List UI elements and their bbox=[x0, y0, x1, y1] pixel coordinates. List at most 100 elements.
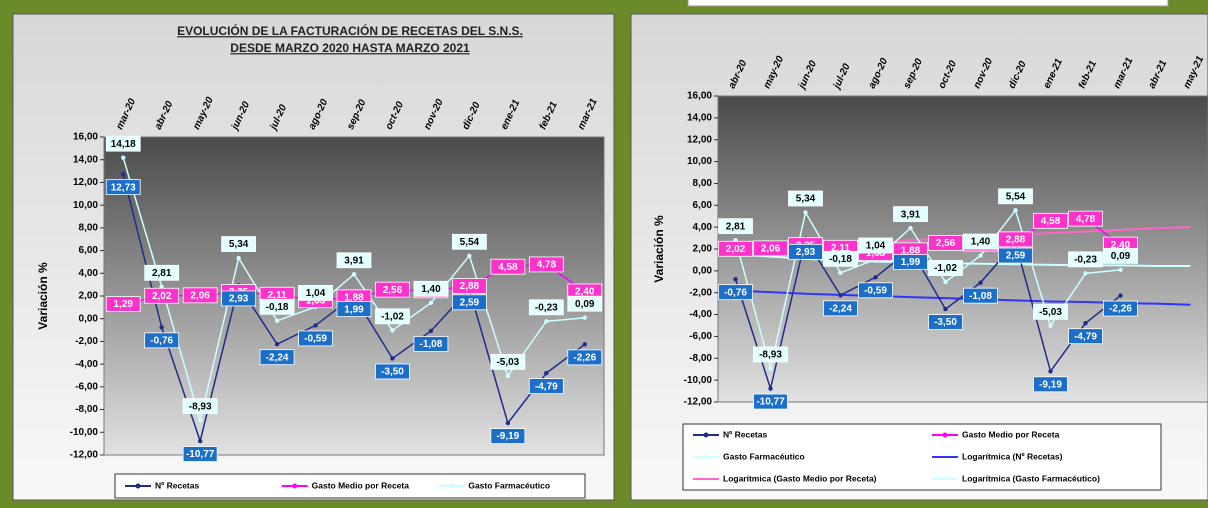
y-tick-label: 6,00 bbox=[79, 245, 99, 256]
data-label: 4,78 bbox=[537, 260, 557, 271]
data-label: 2,11 bbox=[831, 243, 850, 254]
label-box bbox=[1068, 328, 1103, 345]
data-label: -5,03 bbox=[496, 357, 519, 368]
label-box bbox=[567, 295, 603, 312]
data-point bbox=[428, 300, 434, 306]
data-point bbox=[1118, 293, 1123, 298]
data-label: -0,23 bbox=[1074, 255, 1097, 266]
data-point bbox=[1048, 323, 1053, 329]
label-box bbox=[753, 393, 788, 410]
data-point bbox=[803, 210, 808, 215]
data-label: 2,11 bbox=[268, 290, 287, 301]
data-label: 0,09 bbox=[1111, 251, 1131, 262]
data-label: -3,50 bbox=[934, 317, 957, 328]
label-box bbox=[788, 190, 823, 207]
label-box bbox=[298, 285, 333, 301]
data-point bbox=[197, 438, 203, 444]
data-label: 2,88 bbox=[460, 281, 480, 292]
label-box bbox=[893, 254, 928, 271]
data-label: -9,19 bbox=[1039, 379, 1062, 390]
legend-marker bbox=[135, 483, 141, 489]
data-point bbox=[197, 417, 203, 423]
y-tick-label: 16,00 bbox=[73, 132, 98, 143]
data-point bbox=[505, 373, 511, 379]
data-label: -0,18 bbox=[829, 254, 852, 265]
data-label: -0,76 bbox=[150, 335, 173, 346]
y-tick-label: 14,00 bbox=[73, 154, 98, 165]
legend-label: Logarítmica (Nº Recetas) bbox=[962, 451, 1063, 461]
data-label: 1,99 bbox=[901, 257, 921, 268]
data-label: -1,02 bbox=[381, 311, 404, 322]
data-label: 2,59 bbox=[460, 297, 480, 308]
label-box bbox=[105, 296, 141, 312]
label-box bbox=[858, 237, 893, 254]
data-label: 1,88 bbox=[344, 293, 364, 304]
data-label: -8,93 bbox=[759, 350, 782, 361]
label-box bbox=[375, 308, 410, 325]
label-box bbox=[259, 349, 295, 366]
data-label: 1,88 bbox=[901, 245, 921, 256]
label-box bbox=[963, 233, 998, 250]
data-label: 5,54 bbox=[460, 237, 480, 248]
legend-label: Gasto Medio por Receta bbox=[962, 429, 1060, 439]
data-label: 1,04 bbox=[866, 241, 886, 252]
data-label: 4,58 bbox=[498, 262, 518, 273]
data-point bbox=[838, 293, 843, 298]
data-label: 1,04 bbox=[306, 288, 326, 299]
y-tick-label: -10,00 bbox=[70, 427, 99, 438]
data-point bbox=[733, 276, 738, 282]
data-label: 2,93 bbox=[796, 247, 816, 258]
label-box bbox=[144, 287, 180, 304]
data-label: 2,93 bbox=[229, 294, 249, 305]
y-tick-label: 8,00 bbox=[79, 222, 99, 233]
data-label: -0,76 bbox=[724, 287, 747, 298]
label-box bbox=[1103, 247, 1138, 264]
y-tick-label: 2,00 bbox=[79, 291, 99, 302]
chart-1: 16,00 14,00 12,00 10,00 8,00 6,00 4,00 2,00 0,00… bbox=[36, 95, 605, 499]
data-label: 12,73 bbox=[111, 182, 136, 193]
label-box bbox=[490, 428, 526, 444]
data-point bbox=[121, 171, 126, 177]
data-label: 2,56 bbox=[383, 285, 403, 296]
y-tick-label: 12,00 bbox=[73, 177, 98, 188]
data-point bbox=[1083, 271, 1088, 276]
data-label: 2,81 bbox=[726, 221, 746, 232]
data-point bbox=[1118, 267, 1123, 273]
data-point bbox=[544, 370, 549, 376]
label-box bbox=[718, 284, 753, 301]
y-tick-label: 0,00 bbox=[79, 313, 99, 324]
label-box bbox=[893, 206, 928, 223]
data-label: 2,81 bbox=[152, 268, 172, 279]
data-point bbox=[978, 280, 983, 285]
data-label: 3,91 bbox=[344, 255, 364, 266]
y-tick-label: 4,00 bbox=[79, 268, 99, 279]
label-box bbox=[451, 278, 487, 294]
chart-subtitle: DESDE MARZO 2020 HASTA MARZO 2021 bbox=[230, 41, 470, 55]
legend-marker bbox=[703, 432, 709, 438]
series-line bbox=[734, 236, 1121, 392]
data-point bbox=[582, 315, 587, 320]
data-label: 1,40 bbox=[421, 284, 441, 295]
data-label: -2,24 bbox=[266, 352, 289, 363]
y-tick-label: -4,00 bbox=[689, 309, 712, 320]
y-tick-label: -12,00 bbox=[70, 450, 99, 461]
legend-marker bbox=[448, 483, 454, 489]
data-label: 1,99 bbox=[344, 304, 364, 315]
label-box bbox=[490, 258, 526, 275]
label-box bbox=[451, 233, 487, 250]
y-tick-label: -6,00 bbox=[689, 331, 712, 342]
label-box bbox=[144, 332, 180, 349]
legend-marker bbox=[703, 454, 709, 460]
chart-title: EVOLUCIÓN DE LA FACTURACIÓN DE RECETAS D… bbox=[177, 23, 523, 38]
data-label: -0,59 bbox=[864, 285, 887, 296]
data-label: -2,26 bbox=[1109, 304, 1132, 315]
data-point bbox=[1013, 208, 1018, 213]
data-point bbox=[838, 270, 843, 276]
label-box bbox=[221, 290, 257, 307]
data-point bbox=[768, 366, 773, 371]
label-box bbox=[928, 234, 963, 251]
label-box bbox=[718, 218, 753, 235]
data-label: -4,79 bbox=[1074, 331, 1097, 342]
